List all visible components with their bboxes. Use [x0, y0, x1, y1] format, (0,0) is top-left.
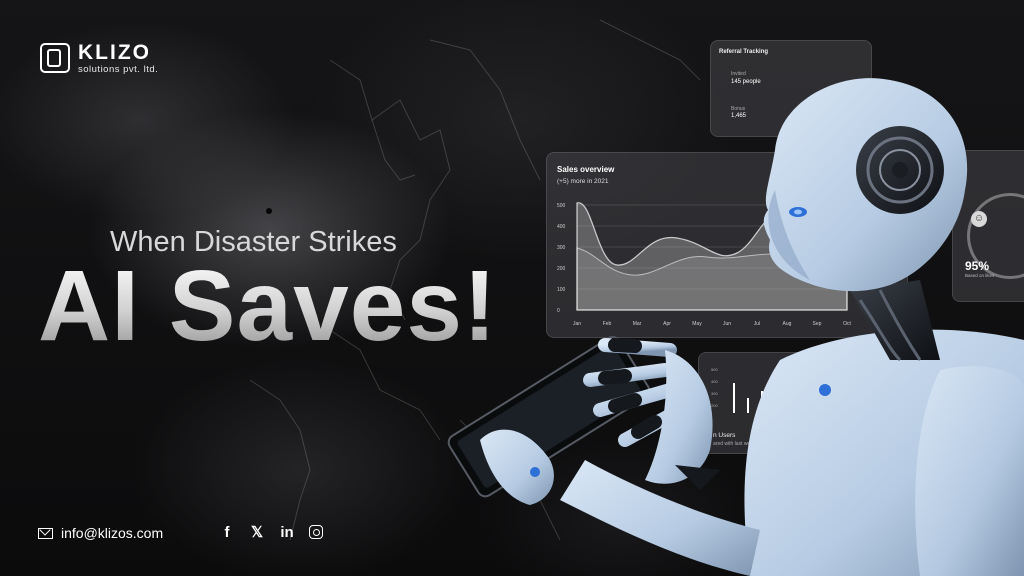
brand-subtitle: solutions pvt. ltd. — [78, 64, 159, 75]
klizo-logo-icon — [40, 43, 70, 74]
social-links: f 𝕏 in — [219, 523, 323, 541]
invited-label: Invited — [731, 71, 746, 77]
svg-text:500: 500 — [711, 367, 718, 372]
facebook-icon[interactable]: f — [224, 523, 230, 541]
sales-overview-title: Sales overview — [557, 165, 615, 174]
referral-title: Referral Tracking — [719, 49, 769, 55]
invited-value: 145 people — [731, 79, 761, 85]
month-label: Feb — [603, 321, 612, 327]
month-label: May — [692, 321, 702, 327]
month-label: Jun — [723, 321, 731, 327]
active-users-label: n Users — [713, 432, 736, 439]
y-tick-label: 300 — [557, 245, 566, 251]
month-label: Mar — [633, 321, 642, 327]
y-tick-label: 400 — [557, 224, 566, 230]
hero-tagline: When Disaster Strikes — [110, 226, 397, 258]
brand-logo[interactable]: KLIZO solutions pvt. ltd. — [40, 42, 158, 75]
y-tick-label: 500 — [557, 203, 566, 209]
svg-text:300: 300 — [711, 391, 718, 396]
satisfaction-percent: 95% — [965, 259, 990, 273]
instagram-icon[interactable] — [309, 525, 323, 539]
smile-icon: ☺ — [971, 211, 987, 227]
linkedin-icon[interactable]: in — [280, 523, 294, 541]
y-tick-label: 100 — [557, 287, 566, 293]
robot-illustration — [447, 78, 1024, 576]
svg-text:200: 200 — [711, 403, 718, 408]
month-label: Oct — [843, 321, 851, 327]
y-tick-label: 200 — [557, 266, 566, 272]
month-label: Sep — [813, 321, 822, 327]
svg-text:400: 400 — [711, 379, 718, 384]
x-icon[interactable]: 𝕏 — [250, 524, 264, 541]
sales-overview-subtitle: (+5) more in 2021 — [557, 178, 609, 185]
y-tick-label: 0 — [557, 308, 560, 314]
bonus-label: Bonus — [731, 106, 746, 112]
contact-footer: info@klizos.com — [38, 525, 163, 541]
bonus-value: 1,465 — [731, 113, 747, 119]
month-label: Apr — [663, 321, 671, 327]
month-label: Jan — [573, 321, 581, 327]
email-link[interactable]: info@klizos.com — [61, 525, 164, 541]
month-label: Jul — [754, 321, 760, 327]
brand-name: KLIZO — [78, 41, 151, 64]
hero-headline: AI Saves! — [38, 250, 498, 362]
active-users-sub: ared with last week — [713, 441, 756, 447]
mail-icon — [38, 527, 53, 539]
hurricane-eye — [266, 208, 272, 214]
satisfaction-sub: Based on likes — [965, 273, 995, 278]
month-label: Aug — [783, 321, 792, 327]
